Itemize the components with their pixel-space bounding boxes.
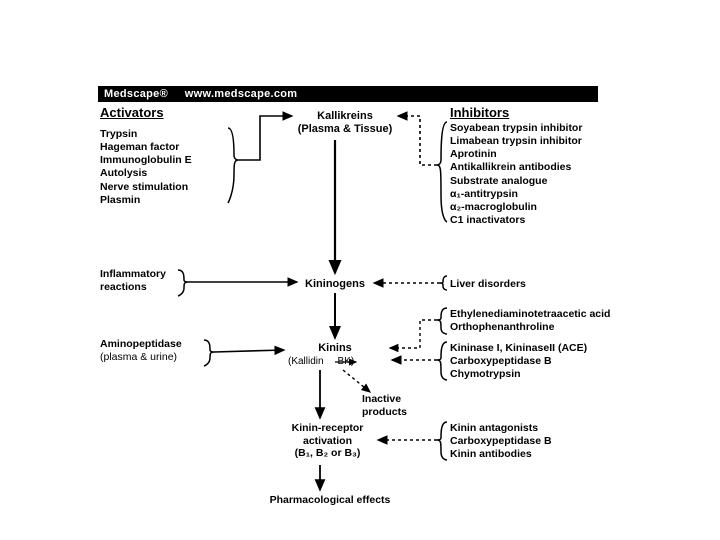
- node-edta: Ethylenediaminotetraacetic acid Orthophe…: [450, 308, 650, 334]
- node-aminopeptidase: Aminopeptidase (plasma & urine): [100, 338, 220, 364]
- header-bar: Medscape® www.medscape.com: [98, 86, 598, 102]
- node-pharma: Pharmacological effects: [260, 494, 400, 507]
- diagram-canvas: Medscape® www.medscape.com Activators In…: [0, 0, 720, 540]
- list-item: α₁-antitrypsin: [450, 188, 630, 201]
- receptor-l2: activation: [280, 435, 375, 448]
- activators-heading: Activators: [100, 105, 164, 120]
- header-url: www.medscape.com: [185, 88, 298, 100]
- kallikreins-l2: (Plasma & Tissue): [295, 123, 395, 136]
- node-kininase: Kininase I, KininaseII (ACE) Carboxypept…: [450, 342, 630, 381]
- list-item: Trypsin: [100, 128, 230, 141]
- list-item: Autolysis: [100, 167, 230, 180]
- list-item: Limabean trypsin inhibitor: [450, 135, 630, 148]
- inhibitors-heading: Inhibitors: [450, 105, 509, 120]
- list-item: Hageman factor: [100, 141, 230, 154]
- list-item: C1 inactivators: [450, 214, 630, 227]
- kininase-l1: Kininase I, KininaseII (ACE): [450, 342, 630, 355]
- node-inflammatory: Inflammatory reactions: [100, 268, 190, 294]
- amino-l2: (plasma & urine): [100, 351, 220, 364]
- node-kinins: Kinins: [310, 342, 360, 355]
- list-item: Nerve stimulation: [100, 181, 230, 194]
- list-item: Aprotinin: [450, 148, 630, 161]
- antag-l1: Kinin antagonists: [450, 422, 610, 435]
- node-kininogens: Kininogens: [300, 278, 370, 291]
- inflammatory-l1: Inflammatory: [100, 268, 190, 281]
- list-item: α₂-macroglobulin: [450, 201, 630, 214]
- amino-l1: Aminopeptidase: [100, 338, 220, 351]
- node-kallikreins: Kallikreins (Plasma & Tissue): [295, 110, 395, 136]
- inactive-l1: Inactive: [362, 393, 422, 406]
- node-liver: Liver disorders: [450, 278, 526, 291]
- receptor-l3: (B₁, B₂ or B₃): [280, 447, 375, 460]
- kininase-l2: Carboxypeptidase B: [450, 355, 630, 368]
- list-item: Antikallikrein antibodies: [450, 161, 630, 174]
- node-kinins-sub: (Kallidin BK): [288, 356, 398, 369]
- inactive-l2: products: [362, 406, 422, 419]
- antag-l2: Carboxypeptidase B: [450, 435, 610, 448]
- inflammatory-l2: reactions: [100, 281, 190, 294]
- node-antagonists: Kinin antagonists Carboxypeptidase B Kin…: [450, 422, 610, 461]
- activators-list-1: Trypsin Hageman factor Immunoglobulin E …: [100, 128, 230, 207]
- edta-l1: Ethylenediaminotetraacetic acid: [450, 308, 650, 321]
- list-item: Soyabean trypsin inhibitor: [450, 122, 630, 135]
- list-item: Substrate analogue: [450, 175, 630, 188]
- node-inactive: Inactive products: [362, 393, 422, 419]
- receptor-l1: Kinin-receptor: [280, 422, 375, 435]
- bk-label: BK): [337, 356, 354, 367]
- header-brand: Medscape®: [104, 88, 168, 100]
- antag-l3: Kinin antibodies: [450, 448, 610, 461]
- edta-l2: Orthophenanthroline: [450, 321, 650, 334]
- node-receptor: Kinin-receptor activation (B₁, B₂ or B₃): [280, 422, 375, 460]
- inhibitors-list-1: Soyabean trypsin inhibitor Limabean tryp…: [450, 122, 630, 227]
- list-item: Plasmin: [100, 194, 230, 207]
- kallidin-label: (Kallidin: [288, 356, 324, 367]
- kininase-l3: Chymotrypsin: [450, 368, 630, 381]
- kallikreins-l1: Kallikreins: [295, 110, 395, 123]
- list-item: Immunoglobulin E: [100, 154, 230, 167]
